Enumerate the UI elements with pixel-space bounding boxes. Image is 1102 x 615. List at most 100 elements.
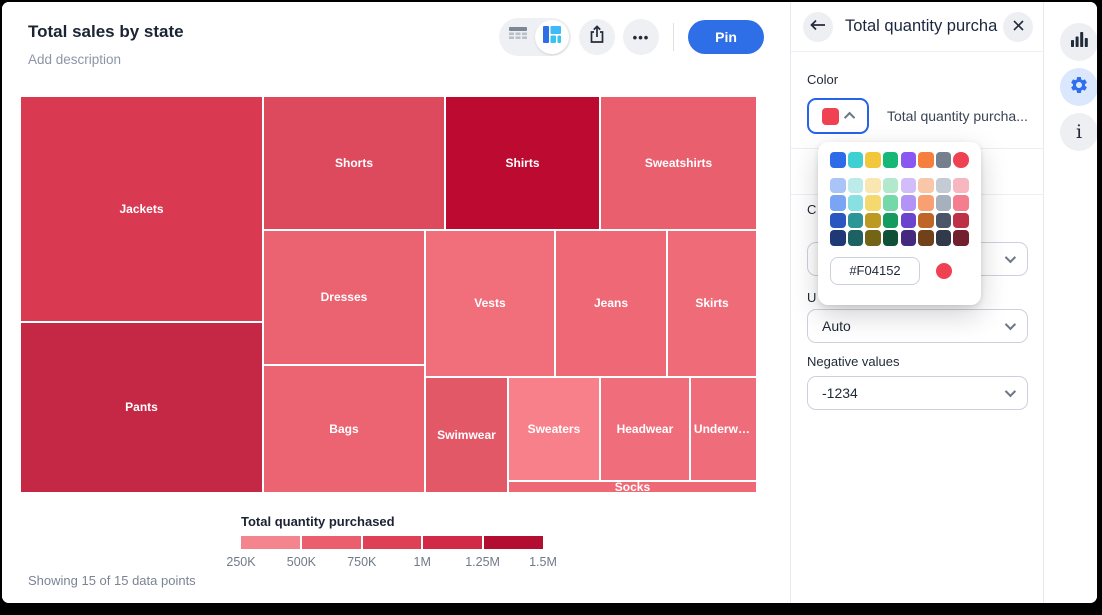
palette-swatch[interactable] bbox=[918, 195, 934, 211]
palette-swatch[interactable] bbox=[847, 230, 864, 246]
info-tab[interactable]: i bbox=[1060, 113, 1097, 151]
palette-swatch[interactable] bbox=[953, 230, 969, 246]
add-description[interactable]: Add description bbox=[28, 52, 122, 67]
palette-swatch[interactable] bbox=[882, 212, 899, 228]
palette-swatch[interactable] bbox=[935, 177, 952, 193]
palette-swatch[interactable] bbox=[900, 152, 917, 168]
negative-values-value: -1234 bbox=[822, 385, 858, 401]
tile-label: Dresses bbox=[320, 290, 368, 305]
legend-segment bbox=[423, 536, 483, 549]
treemap-tile-socks[interactable]: Socks bbox=[507, 480, 757, 493]
hex-input[interactable]: #F04152 bbox=[830, 256, 920, 285]
back-button[interactable] bbox=[803, 11, 833, 42]
more-options-button[interactable]: ••• bbox=[623, 19, 659, 55]
table-icon bbox=[509, 27, 527, 47]
palette-swatch[interactable] bbox=[918, 212, 934, 228]
palette-swatch[interactable] bbox=[935, 152, 952, 168]
treemap-tile-dresses[interactable]: Dresses bbox=[262, 229, 425, 365]
palette-swatch[interactable] bbox=[882, 195, 899, 211]
color-legend: Total quantity purchased 250K 500K 750K 1M 1… bbox=[226, 514, 557, 571]
legend-gradient-bar bbox=[241, 536, 543, 549]
palette-swatch[interactable] bbox=[953, 212, 969, 228]
treemap-tile-vests[interactable]: Vests bbox=[424, 229, 555, 377]
palette-swatch[interactable] bbox=[830, 152, 846, 168]
palette-swatch[interactable] bbox=[953, 177, 969, 193]
tile-label: Jackets bbox=[119, 202, 164, 216]
share-button[interactable] bbox=[579, 19, 615, 55]
close-panel-button[interactable] bbox=[1003, 11, 1033, 42]
palette-swatch[interactable] bbox=[918, 152, 934, 168]
tile-label: Headwear bbox=[616, 421, 674, 436]
table-view-button[interactable] bbox=[501, 20, 535, 54]
clipped-section-label: C bbox=[807, 202, 817, 217]
palette-swatch[interactable] bbox=[935, 212, 952, 228]
treemap-tile-jeans[interactable]: Jeans bbox=[554, 229, 667, 377]
palette-swatch[interactable] bbox=[900, 195, 917, 211]
treemap-chart: Jackets Pants Shorts Shirts Sweatshirts Dress… bbox=[20, 96, 757, 493]
palette-swatch[interactable] bbox=[900, 177, 917, 193]
treemap-tile-sweaters[interactable]: Sweaters bbox=[507, 376, 600, 481]
palette-swatch[interactable] bbox=[935, 230, 952, 246]
palette-swatch[interactable] bbox=[935, 195, 952, 211]
panel-title: Total quantity purcha bbox=[845, 17, 998, 35]
palette-swatch[interactable] bbox=[918, 177, 934, 193]
palette-swatch[interactable] bbox=[918, 230, 934, 246]
units-dropdown[interactable]: Auto bbox=[807, 309, 1028, 343]
pin-button[interactable]: Pin bbox=[688, 20, 764, 54]
palette-swatch[interactable] bbox=[847, 195, 864, 211]
palette-swatch[interactable] bbox=[900, 212, 917, 228]
color-by-field[interactable]: Total quantity purcha... bbox=[887, 108, 1028, 124]
palette-swatch[interactable] bbox=[865, 177, 881, 193]
palette-swatch[interactable] bbox=[882, 177, 899, 193]
palette-shade-row bbox=[830, 230, 969, 246]
format-settings-tab[interactable] bbox=[1060, 68, 1097, 106]
treemap-tile-skirts[interactable]: Skirts bbox=[667, 229, 757, 377]
legend-segment bbox=[301, 536, 361, 549]
legend-tick-label: 1M bbox=[413, 555, 431, 569]
treemap-tile-sweatshirts[interactable]: Sweatshirts bbox=[600, 96, 757, 230]
palette-swatch[interactable] bbox=[882, 152, 899, 168]
palette-swatch[interactable] bbox=[830, 230, 846, 246]
data-points-status: Showing 15 of 15 data points bbox=[28, 573, 196, 588]
tile-label: Swimwear bbox=[437, 427, 496, 442]
palette-swatch[interactable] bbox=[830, 177, 846, 193]
units-label: U bbox=[807, 290, 817, 305]
treemap-tile-shirts[interactable]: Shirts bbox=[445, 96, 600, 230]
chevron-down-icon bbox=[1004, 385, 1017, 398]
treemap-tile-pants[interactable]: Pants bbox=[20, 322, 263, 493]
hex-input-row: #F04152 bbox=[830, 256, 969, 285]
palette-swatch[interactable] bbox=[953, 195, 969, 211]
treemap-tile-bags[interactable]: Bags bbox=[262, 364, 425, 493]
treemap-tile-jackets[interactable]: Jackets bbox=[20, 96, 263, 322]
ellipsis-icon: ••• bbox=[632, 29, 650, 45]
legend-ticks: 250K 500K 750K 1M 1.25M 1.5M bbox=[226, 555, 557, 571]
palette-swatch[interactable] bbox=[900, 230, 917, 246]
treemap-tile-underwe[interactable]: Underwe... bbox=[689, 376, 757, 481]
chart-settings-tab[interactable] bbox=[1060, 23, 1097, 61]
palette-swatch[interactable] bbox=[830, 212, 846, 228]
palette-swatch[interactable] bbox=[847, 212, 864, 228]
view-toggle bbox=[499, 18, 571, 56]
palette-swatch[interactable] bbox=[865, 195, 881, 211]
palette-swatch[interactable] bbox=[865, 230, 881, 246]
units-value: Auto bbox=[822, 318, 851, 334]
treemap-tile-shorts[interactable]: Shorts bbox=[262, 96, 446, 230]
info-icon: i bbox=[1075, 121, 1083, 143]
treemap-tile-headwear[interactable]: Headwear bbox=[599, 376, 690, 481]
share-icon bbox=[588, 25, 606, 49]
panel-icon-rail: i bbox=[1043, 2, 1097, 603]
negative-values-dropdown[interactable]: -1234 bbox=[807, 376, 1028, 410]
chevron-down-icon bbox=[1004, 251, 1017, 264]
palette-swatch[interactable] bbox=[847, 152, 864, 168]
palette-swatch[interactable] bbox=[882, 230, 899, 246]
palette-swatch[interactable] bbox=[830, 195, 846, 211]
palette-swatch[interactable] bbox=[865, 152, 881, 168]
tile-label: Socks bbox=[614, 480, 651, 493]
palette-swatch-selected[interactable] bbox=[953, 152, 969, 168]
treemap-tile-swimwear[interactable]: Swimwear bbox=[424, 376, 508, 493]
palette-swatch[interactable] bbox=[865, 212, 881, 228]
legend-title: Total quantity purchased bbox=[241, 514, 395, 529]
treemap-view-button[interactable] bbox=[535, 20, 569, 54]
color-swatch-dropdown[interactable] bbox=[807, 98, 869, 134]
palette-swatch[interactable] bbox=[847, 177, 864, 193]
